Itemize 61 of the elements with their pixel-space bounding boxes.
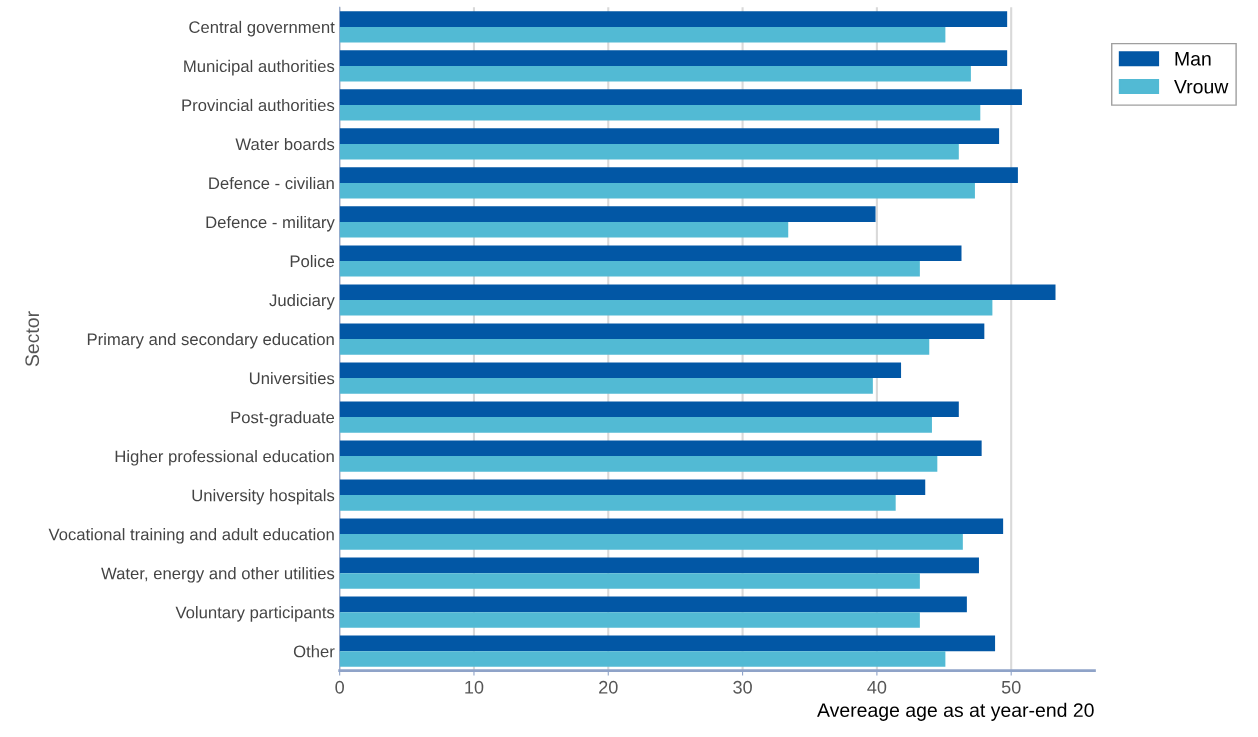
y-axis-title: Sector — [25, 311, 40, 367]
y-tick-label: University hospitals — [192, 489, 335, 505]
bar — [339, 89, 1022, 105]
y-tick-label: Defence - military — [206, 215, 335, 232]
bar — [339, 143, 959, 160]
x-axis-title: Avereage age as at year-end 20 — [817, 702, 1094, 721]
y-tick-label: Judiciary — [269, 293, 335, 310]
bar — [339, 260, 920, 277]
bar — [339, 167, 1018, 183]
bar — [339, 573, 920, 589]
bar — [339, 362, 902, 379]
y-tick-label: Water boards — [235, 137, 335, 151]
bar — [339, 206, 876, 222]
bar — [339, 495, 896, 511]
bar — [339, 11, 1008, 27]
bar — [339, 284, 1056, 300]
y-tick-label: Vocational training and adult education — [48, 528, 334, 544]
bar — [339, 65, 971, 82]
bar — [339, 534, 963, 550]
bar — [339, 612, 920, 628]
bar — [339, 323, 985, 340]
bar — [339, 651, 946, 667]
y-tick-label: Higher professional education — [115, 450, 334, 466]
bar — [339, 635, 996, 652]
bar — [339, 245, 962, 261]
y-tick-label: Water, energy and other utilities — [101, 567, 335, 583]
bar — [339, 128, 1000, 144]
y-tick-label: Other — [293, 645, 335, 658]
x-tick-label: 30 — [733, 680, 752, 694]
y-tick-label: Police — [290, 254, 335, 268]
x-tick-label: 20 — [599, 680, 618, 694]
x-tick-label: 0 — [335, 680, 344, 694]
y-tick-label: Defence - civilian — [209, 176, 334, 190]
bar — [339, 456, 938, 472]
bar — [339, 339, 930, 355]
bar — [339, 378, 873, 394]
y-tick-label: Universities — [249, 372, 335, 385]
legend-label: Man — [1175, 52, 1211, 66]
bar — [339, 596, 967, 613]
y-tick-label: Post-graduate — [231, 411, 335, 427]
x-tick-label: 40 — [867, 680, 887, 694]
x-tick-label: 50 — [1001, 680, 1021, 694]
bar — [339, 557, 979, 574]
y-tick-label: Central government — [189, 20, 335, 37]
bar — [339, 401, 959, 418]
legend-label: Vrouw — [1174, 79, 1229, 94]
y-tick-label: Voluntary participants — [175, 606, 335, 622]
x-tick-label: 10 — [465, 680, 484, 694]
bar — [339, 50, 1008, 66]
y-tick-label: Primary and secondary education — [87, 332, 334, 349]
bar — [339, 518, 1004, 535]
bar — [339, 182, 975, 199]
y-tick-label: Provincial authorities — [182, 98, 335, 112]
bar — [339, 300, 993, 316]
y-tick-label: Municipal authorities — [184, 59, 335, 76]
bar — [339, 104, 981, 121]
bar — [339, 479, 926, 496]
bar — [339, 26, 946, 43]
bar — [339, 417, 932, 433]
bar — [339, 440, 982, 457]
bar — [339, 221, 789, 238]
